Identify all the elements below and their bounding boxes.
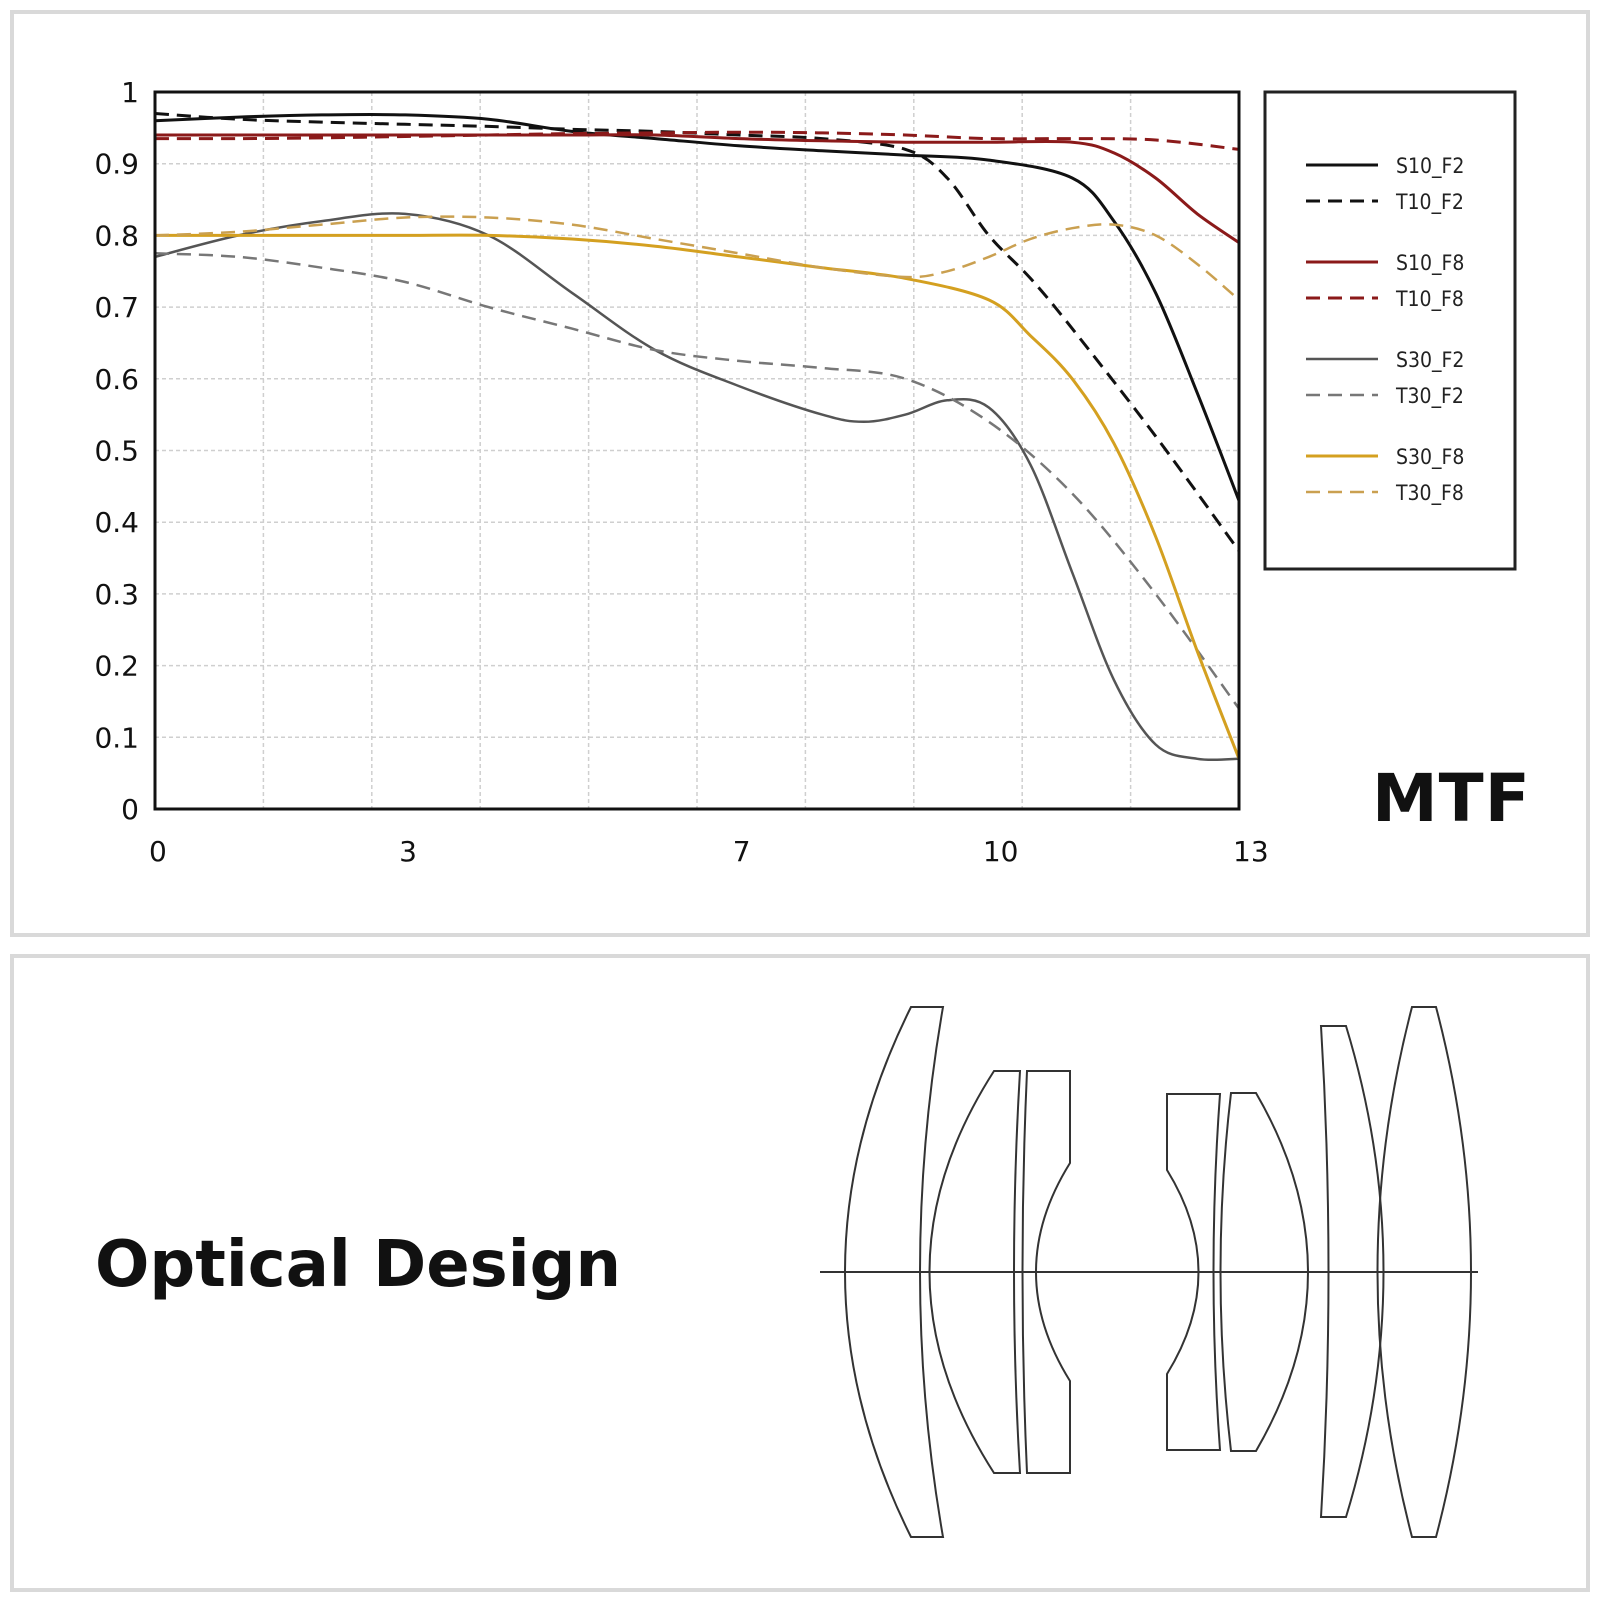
chart-grid — [155, 91, 1239, 810]
legend-label: T10_F2 — [1395, 190, 1464, 215]
legend-label: S10_F8 — [1396, 251, 1464, 276]
plot-frame — [153, 90, 1241, 811]
legend-box — [1263, 90, 1517, 571]
series-line-s10-f2 — [154, 113, 1241, 502]
x-tick-label: 0 — [149, 835, 167, 868]
mtf-title: MTF — [1372, 760, 1531, 837]
x-tick-label: 13 — [1233, 835, 1269, 868]
y-tick-label: 1 — [121, 76, 139, 109]
x-axis-ticks: 0 3 7 10 13 — [149, 835, 1269, 868]
y-tick-label: 0.4 — [94, 506, 139, 539]
legend-label: T10_F8 — [1395, 287, 1464, 312]
y-tick-label: 0.2 — [94, 650, 139, 683]
legend-label: T30_F8 — [1395, 481, 1464, 506]
legend-label: S10_F2 — [1396, 154, 1464, 179]
x-tick-label: 7 — [733, 835, 751, 868]
x-tick-label: 3 — [399, 835, 417, 868]
y-tick-label: 0.5 — [94, 435, 139, 468]
series-line-s30-f2 — [154, 212, 1240, 762]
lens-element-5 — [1219, 1092, 1309, 1452]
lens-element-7 — [1376, 1006, 1472, 1538]
series-line-t10-f2 — [154, 112, 1241, 552]
y-tick-label: 0.6 — [94, 363, 139, 396]
lens-element-4 — [1166, 1093, 1222, 1451]
y-tick-label: 0.1 — [94, 721, 139, 754]
lens-element-2 — [928, 1070, 1022, 1474]
legend-label: S30_F2 — [1396, 348, 1464, 373]
y-tick-label: 0 — [121, 793, 139, 826]
y-tick-label: 0.3 — [94, 578, 139, 611]
lens-element-1 — [844, 1006, 945, 1538]
optical-design-title: Optical Design — [95, 1228, 622, 1302]
legend-label: T30_F2 — [1395, 384, 1464, 409]
lens-element-3 — [1021, 1070, 1071, 1474]
y-tick-label: 0.7 — [94, 291, 139, 324]
y-tick-label: 0.8 — [94, 219, 139, 252]
legend-label: S30_F8 — [1396, 445, 1464, 470]
y-axis-ticks: 0 0.1 0.2 0.3 0.4 0.5 0.6 0.7 0.8 0.9 1 — [94, 76, 139, 826]
series-line-t10-f8 — [154, 130, 1240, 151]
series-line-s10-f8 — [155, 133, 1240, 244]
lens-element-6 — [1319, 1025, 1385, 1518]
chart-legend: S10_F2 T10_F2 S10_F8 T10_F8 S30_F2 T30_F2 S30_… — [1263, 90, 1517, 571]
x-tick-label: 10 — [983, 835, 1019, 868]
chart-series — [154, 112, 1241, 762]
series-line-t30-f2 — [154, 252, 1241, 710]
series-line-t30-f8 — [154, 215, 1240, 301]
y-tick-label: 0.9 — [94, 148, 139, 181]
